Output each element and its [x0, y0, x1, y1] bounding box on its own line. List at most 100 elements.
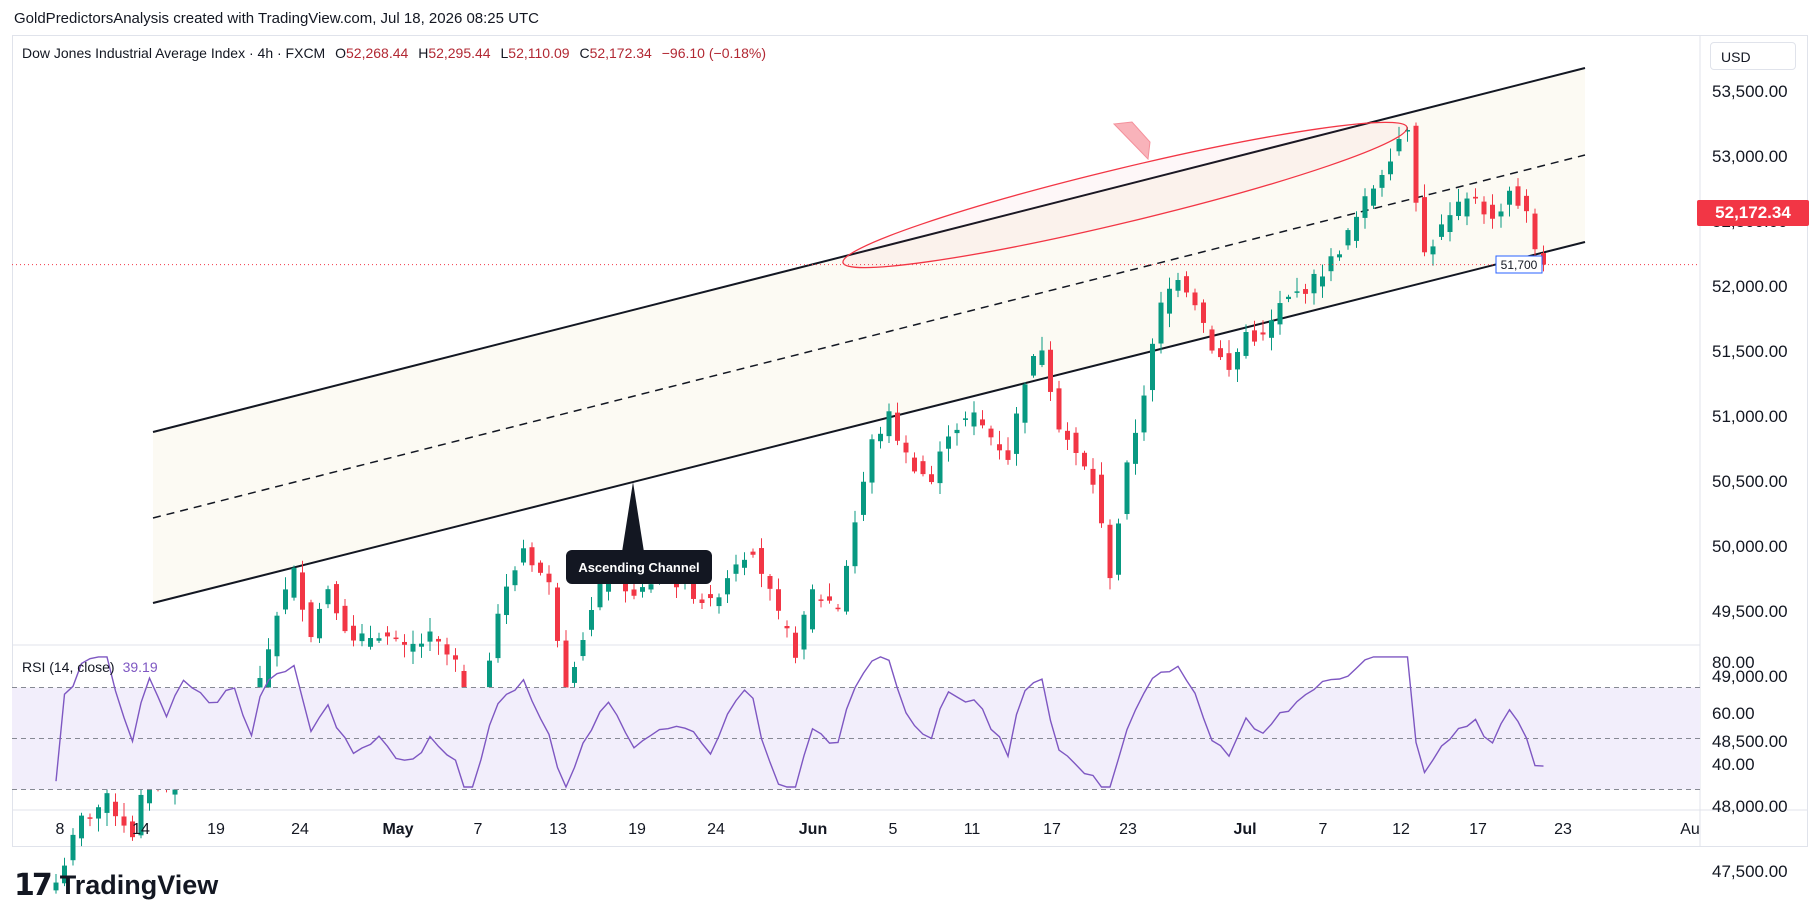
candle-body [1422, 197, 1427, 253]
time-tick-label: 8 [56, 821, 65, 838]
candle-body [708, 594, 713, 599]
candle-body [1294, 291, 1300, 293]
candle-body [580, 640, 586, 657]
candle-body [461, 670, 467, 697]
candle-body [1209, 329, 1215, 351]
candle-body [861, 481, 866, 515]
candle-body [300, 572, 305, 610]
time-tick-label: 12 [1392, 821, 1410, 838]
annotations[interactable]: Ascending Channel 51,700 [12, 101, 1700, 584]
candle-body [920, 461, 926, 475]
candle-body [1464, 198, 1470, 217]
symbol-name: Dow Jones Industrial Average Index · 4h … [22, 45, 326, 61]
candle-body [1345, 230, 1351, 246]
candle-body [1175, 280, 1181, 291]
candle-body [1379, 175, 1385, 188]
price-tick-label: 50,000.00 [1712, 537, 1788, 556]
candle-body [835, 607, 841, 610]
candle-body [1039, 350, 1045, 365]
rsi-pane: 80.00 60.00 40.00 [12, 653, 1755, 790]
candle-body [1022, 384, 1028, 423]
support-label-box [1495, 255, 1543, 274]
time-tick-label: 19 [628, 821, 646, 838]
candle-body [1303, 289, 1308, 294]
candle-body [1056, 388, 1062, 430]
candle-body [410, 643, 416, 652]
price-tick-label: 49,500.00 [1712, 602, 1788, 621]
rsi-tick-label: 80.00 [1712, 653, 1755, 672]
candle-body [1430, 246, 1436, 255]
candle-body [402, 641, 407, 645]
time-tick-label: 17 [1469, 821, 1487, 838]
candle-body [946, 436, 951, 449]
candle-body [691, 579, 696, 599]
tradingview-logo[interactable]: 17 TradingView [14, 867, 219, 903]
time-tick-label: Jul [1233, 821, 1256, 838]
candle-body [1328, 256, 1334, 272]
last-price-label: 52,172.34 [1697, 200, 1809, 226]
candle-body [368, 638, 373, 647]
time-tick-label: 23 [1119, 821, 1137, 838]
candle-body [1481, 201, 1487, 215]
candle-body [1014, 413, 1019, 454]
channel-upper-line [152, 67, 1586, 433]
time-axis[interactable]: 8 14 19 24 May 7 13 19 24 Jun 5 11 17 23 Jul 7 12 17 23 Au [56, 821, 1700, 838]
time-tick-label: 7 [1319, 821, 1328, 838]
candle-body [376, 638, 382, 641]
rsi-legend[interactable]: RSI (14, close) 39.19 [22, 659, 158, 675]
candle-body [317, 608, 322, 639]
candle-body [53, 882, 59, 891]
arrow-icon [1112, 121, 1151, 161]
candle-body [572, 667, 577, 683]
candle-body [1532, 213, 1538, 250]
candle-body [1507, 190, 1512, 205]
candle-body [1269, 320, 1274, 338]
candle-body [759, 548, 764, 574]
candle-body [351, 625, 356, 641]
candle-body [1252, 330, 1257, 342]
candle-body [130, 821, 135, 838]
candle-body [138, 794, 144, 836]
candle-body [648, 584, 654, 590]
candle-body [1235, 351, 1240, 370]
candle-body [1107, 524, 1113, 579]
candle-body [767, 576, 773, 589]
candle-body [1243, 332, 1249, 356]
candle-body [521, 548, 526, 563]
close-value: 52,172.34 [589, 45, 652, 61]
candle-body [631, 589, 637, 596]
candle-body [1362, 196, 1368, 218]
low-value: 52,110.09 [508, 45, 570, 61]
price-tick-label: 50,500.00 [1712, 472, 1788, 491]
time-tick-label: 23 [1554, 821, 1572, 838]
symbol-legend[interactable]: Dow Jones Industrial Average Index · 4h … [22, 45, 766, 61]
ascending-channel[interactable] [152, 67, 1586, 604]
time-tick-label: 5 [889, 821, 898, 838]
price-tick-label: 51,500.00 [1712, 342, 1788, 361]
candle-body [487, 660, 492, 688]
low-label: L [500, 45, 509, 61]
time-tick-label: 17 [1043, 821, 1061, 838]
candle-body [274, 615, 280, 657]
change-value: −96.10 (−0.18%) [661, 45, 767, 61]
tradingview-wordmark: TradingView [59, 869, 219, 900]
candle-body [1456, 201, 1461, 216]
price-tick-label: 47,500.00 [1712, 862, 1788, 881]
candle-body [733, 564, 739, 574]
highlight-ellipse[interactable] [837, 101, 1414, 289]
currency-button[interactable]: USD [1710, 42, 1796, 70]
candle-body [1141, 395, 1147, 433]
candle-body [393, 637, 399, 640]
candle-body [1311, 273, 1317, 294]
candle-body [495, 613, 501, 659]
candle-body [1541, 253, 1546, 265]
candle-body [963, 418, 968, 420]
rsi-tick-label: 40.00 [1712, 755, 1755, 774]
candle-body [1524, 195, 1529, 212]
candle-body [266, 649, 271, 692]
candle-body [1201, 302, 1206, 323]
candle-body [818, 599, 824, 601]
tradingview-logo-icon: 17 [14, 867, 53, 903]
support-label: 51,700 [1501, 258, 1538, 272]
